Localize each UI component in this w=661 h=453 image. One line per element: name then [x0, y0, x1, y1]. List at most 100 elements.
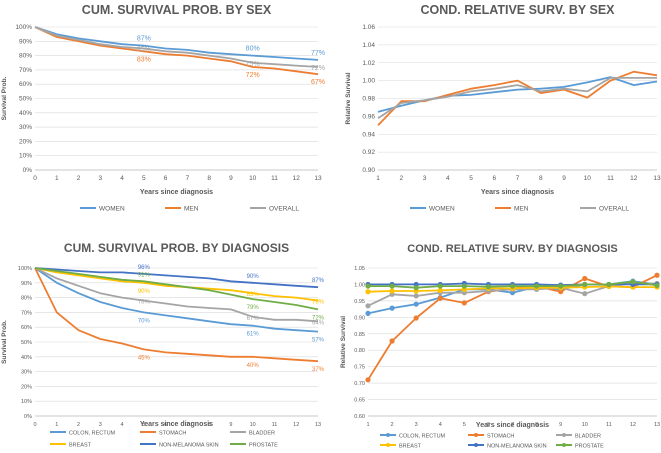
legend-marker	[562, 443, 566, 447]
series-line-non-melanoma-skin	[34, 267, 319, 289]
data-label: 83%	[247, 292, 260, 298]
y-tick-label: 1.04	[362, 42, 375, 49]
data-label: 61%	[247, 332, 260, 338]
data-label: 70%	[138, 318, 151, 324]
legend-label: OVERALL	[599, 206, 629, 213]
x-tick-label: 11	[271, 175, 278, 182]
x-tick-label: 6	[164, 422, 167, 428]
x-tick-label: 0	[33, 175, 37, 182]
legend-marker	[386, 433, 390, 437]
x-tick-label: 5	[142, 422, 145, 428]
data-label: 78%	[138, 300, 151, 306]
x-tick-label: 4	[121, 422, 124, 428]
data-point	[413, 315, 419, 321]
data-point	[365, 310, 371, 316]
x-tick-label: 2	[77, 422, 80, 428]
data-point	[437, 283, 443, 289]
data-point	[365, 283, 371, 289]
data-label: 37%	[312, 367, 325, 373]
x-axis-title: Years since diagnosis	[140, 421, 213, 428]
y-tick-label: 0.85	[354, 332, 365, 338]
x-tick-label: 7	[186, 175, 190, 182]
y-tick-label: 80%	[21, 296, 32, 302]
y-tick-label: 60%	[19, 81, 32, 88]
y-tick-label: 100%	[15, 24, 32, 31]
x-tick-label: 13	[315, 422, 321, 428]
x-tick-label: 2	[399, 175, 403, 182]
data-label: 85%	[137, 46, 151, 53]
x-tick-label: 11	[607, 175, 614, 182]
series-line-overall	[377, 77, 657, 119]
x-tick-label: 12	[630, 175, 638, 182]
x-tick-label: 8	[539, 175, 543, 182]
data-point	[413, 285, 419, 291]
y-tick-label: 80%	[19, 53, 32, 60]
x-tick-label: 8	[208, 422, 211, 428]
data-point	[461, 300, 467, 306]
y-tick-label: 30%	[21, 370, 32, 376]
series-line-prostate	[34, 267, 319, 311]
data-label: 90%	[138, 289, 151, 295]
x-axis-title: Years since diagnosis	[140, 189, 213, 196]
x-tick-label: 12	[293, 422, 299, 428]
legend-label: NON-MELANOMA SKIN	[487, 444, 547, 450]
x-tick-label: 4	[439, 422, 442, 428]
data-point	[365, 289, 371, 295]
x-tick-label: 8	[207, 175, 211, 182]
y-tick-label: 0.90	[354, 315, 365, 321]
data-point	[437, 287, 443, 293]
x-tick-label: 3	[98, 175, 102, 182]
data-label: 90%	[247, 274, 260, 280]
data-point	[654, 272, 660, 278]
x-tick-label: 7	[516, 175, 520, 182]
x-tick-label: 10	[249, 175, 257, 182]
data-label: 83%	[137, 56, 151, 63]
y-axis-title: Survival Prob.	[1, 320, 8, 364]
chart-sex-cum: CUM. SURVIVAL PROB. BY SEX 0% 10% 20% 30% 40%…	[1, 3, 325, 213]
data-point	[582, 275, 588, 282]
y-tick-label: 0.70	[354, 381, 365, 387]
data-point	[558, 283, 564, 289]
series-line-overall	[34, 26, 319, 68]
chart-title: COND. RELATIVE SURV. BY DIAGNOSIS	[407, 243, 617, 255]
series-line-women	[377, 76, 658, 113]
x-tick-label: 11	[606, 422, 612, 428]
legend-label: BREAST	[399, 444, 422, 450]
x-tick-label: 5	[463, 422, 466, 428]
y-tick-label: 0.60	[354, 414, 365, 420]
data-label: 87%	[137, 36, 151, 43]
y-tick-label: 0.95	[354, 299, 365, 305]
x-tick-label: 6	[492, 175, 496, 182]
x-tick-label: 10	[250, 422, 256, 428]
y-tick-label: 1.05	[354, 266, 365, 272]
data-label: 67%	[311, 79, 325, 86]
y-tick-label: 50%	[21, 340, 32, 346]
y-tick-label: 20%	[21, 384, 32, 390]
x-tick-label: 2	[77, 175, 81, 182]
chart-title: CUM. SURVIVAL PROB. BY DIAGNOSIS	[64, 241, 289, 255]
x-tick-label: 11	[272, 422, 278, 428]
data-label: 79%	[247, 305, 260, 311]
data-point	[461, 283, 467, 289]
legend-label: BREAST	[69, 443, 92, 449]
legend-label: COLON, RECTUM	[399, 434, 446, 440]
data-point	[606, 281, 612, 288]
x-tick-label: 8	[535, 422, 538, 428]
x-tick-label: 0	[33, 422, 36, 428]
y-tick-label: 0.90	[362, 167, 375, 174]
data-point	[389, 288, 395, 294]
data-label: 72%	[246, 72, 260, 79]
chart-title: COND. RELATIVE SURV. BY SEX	[420, 3, 615, 17]
x-tick-label: 9	[559, 422, 562, 428]
data-point	[413, 301, 419, 307]
y-axis-title: Survival Prob.	[1, 76, 8, 120]
y-tick-label: 100%	[18, 266, 32, 272]
data-point	[389, 305, 395, 311]
legend-label: WOMEN	[99, 206, 125, 213]
y-tick-label: 1.00	[362, 78, 375, 85]
data-label: 57%	[312, 338, 325, 344]
legend-label: WOMEN	[429, 206, 455, 213]
data-point	[582, 291, 588, 297]
series-line-men	[34, 26, 319, 76]
chart-diag-cum: CUM. SURVIVAL PROB. BY DIAGNOSIS 0% 10% 20%…	[1, 241, 325, 449]
